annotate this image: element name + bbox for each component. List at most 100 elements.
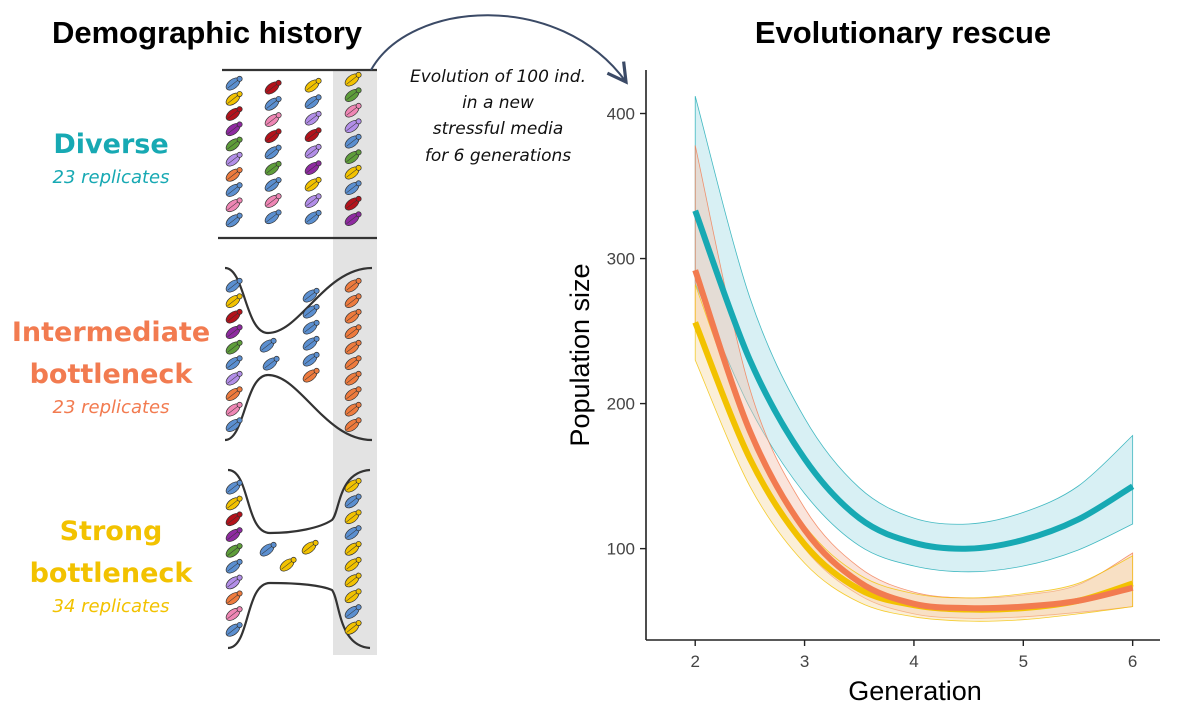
beetles — [225, 71, 362, 637]
beetle-icon — [225, 622, 243, 637]
beetle-icon — [259, 337, 277, 353]
beetle-icon — [301, 539, 319, 555]
beetle-icon — [344, 477, 362, 493]
beetle-icon — [344, 541, 362, 556]
beetle-icon — [225, 558, 243, 574]
beetle-icon — [225, 386, 243, 401]
beetle-icon — [259, 541, 277, 557]
beetle-icon — [304, 160, 322, 175]
beetle-icon — [344, 386, 362, 401]
beetle-icon — [225, 324, 243, 339]
beetle-icon — [225, 339, 243, 355]
confidence-band-0 — [694, 96, 1134, 573]
beetle-icon — [225, 136, 243, 152]
beetle-icon — [225, 121, 243, 137]
beetle-icon — [225, 527, 243, 542]
beetle-icon — [344, 102, 362, 118]
y-tick-label-300: 300 — [607, 250, 635, 269]
beetle-icon — [344, 525, 362, 540]
beetle-icon — [344, 195, 362, 211]
beetle-icon — [344, 401, 362, 417]
beetle-icon — [225, 401, 243, 417]
beetle-icon — [302, 303, 320, 319]
group-title-intermediate-line2: bottleneck — [30, 359, 194, 390]
group-strong: Strong bottleneck 34 replicates — [30, 516, 194, 617]
beetle-icon — [225, 479, 243, 495]
y-tick-label-400: 400 — [607, 105, 635, 124]
beetle-icon — [225, 511, 243, 527]
beetle-icon — [225, 106, 243, 121]
beetle-icon — [344, 588, 362, 604]
beetle-icon — [264, 177, 282, 192]
replicates-strong: 34 replicates — [53, 596, 170, 617]
beetle-icon — [344, 620, 362, 635]
y-tick-label-200: 200 — [607, 395, 635, 414]
beetle-icon — [225, 495, 243, 511]
beetle-icon — [344, 180, 362, 195]
beetle-icon — [344, 149, 362, 164]
y-tick-label-100: 100 — [607, 540, 635, 559]
group-title-strong-line1: Strong — [60, 516, 163, 547]
beetle-icon — [225, 75, 243, 91]
strong-tube — [227, 468, 371, 650]
beetle-icon — [344, 87, 362, 102]
beetle-icon — [264, 160, 282, 176]
beetle-icon — [225, 606, 243, 621]
beetle-icon — [264, 96, 282, 111]
beetle-icon — [302, 319, 320, 335]
beetle-icon — [344, 339, 362, 355]
beetle-icon — [344, 417, 362, 432]
beetle-icon — [344, 324, 362, 339]
x-tick-label-5: 5 — [1019, 652, 1028, 671]
beetle-icon — [344, 370, 362, 386]
beetle-icon — [225, 197, 243, 213]
beetle-icon — [225, 151, 243, 167]
replicates-intermediate: 23 replicates — [53, 397, 170, 418]
beetle-icon — [225, 293, 243, 308]
note-line-2: in a new — [462, 93, 534, 113]
x-axis-title: Generation — [848, 676, 982, 706]
evolution-note: Evolution of 100 ind. in a new stressful… — [410, 67, 586, 166]
beetle-icon — [225, 590, 243, 606]
note-line-4: for 6 generations — [425, 146, 571, 166]
population-chart: 2 3 4 5 6 100 200 300 400 — [607, 70, 1160, 671]
beetle-icon — [225, 574, 243, 590]
curved-arrow-icon — [370, 14, 628, 85]
beetle-icon — [344, 604, 362, 619]
confidence-band-1 — [694, 145, 1134, 619]
beetle-icon — [344, 572, 362, 588]
left-panel-title: Demographic history — [52, 15, 363, 50]
beetle-icon — [344, 509, 362, 525]
chart-title: Evolutionary rescue — [755, 15, 1051, 50]
beetle-icon — [304, 209, 322, 225]
beetle-icon — [344, 71, 362, 87]
beetle-icon — [344, 277, 362, 293]
beetle-icon — [225, 212, 243, 228]
beetle-icon — [304, 110, 322, 126]
beetle-icon — [344, 293, 362, 308]
group-title-diverse: Diverse — [53, 129, 168, 160]
group-intermediate: Intermediate bottleneck 23 replicates — [12, 317, 210, 418]
beetle-icon — [304, 127, 322, 142]
beetle-icon — [225, 167, 243, 182]
beetle-icon — [302, 287, 320, 303]
beetle-icon — [225, 370, 243, 386]
beetle-icon — [225, 91, 243, 106]
beetle-icon — [262, 355, 280, 371]
x-tick-label-3: 3 — [800, 652, 809, 671]
beetle-icon — [225, 543, 243, 558]
y-axis-title: Population size — [565, 263, 595, 446]
beetle-icon — [344, 308, 362, 324]
replicates-diverse: 23 replicates — [53, 167, 170, 188]
beetle-icon — [344, 211, 362, 226]
beetle-icon — [304, 143, 322, 159]
beetle-icon — [264, 144, 282, 160]
beetle-icon — [344, 556, 362, 572]
beetle-icon — [302, 335, 320, 351]
beetle-icon — [344, 493, 362, 509]
series-line-1 — [692, 269, 1134, 612]
beetle-icon — [264, 112, 282, 127]
beetle-icon — [264, 209, 282, 225]
group-title-intermediate-line1: Intermediate — [12, 317, 210, 348]
